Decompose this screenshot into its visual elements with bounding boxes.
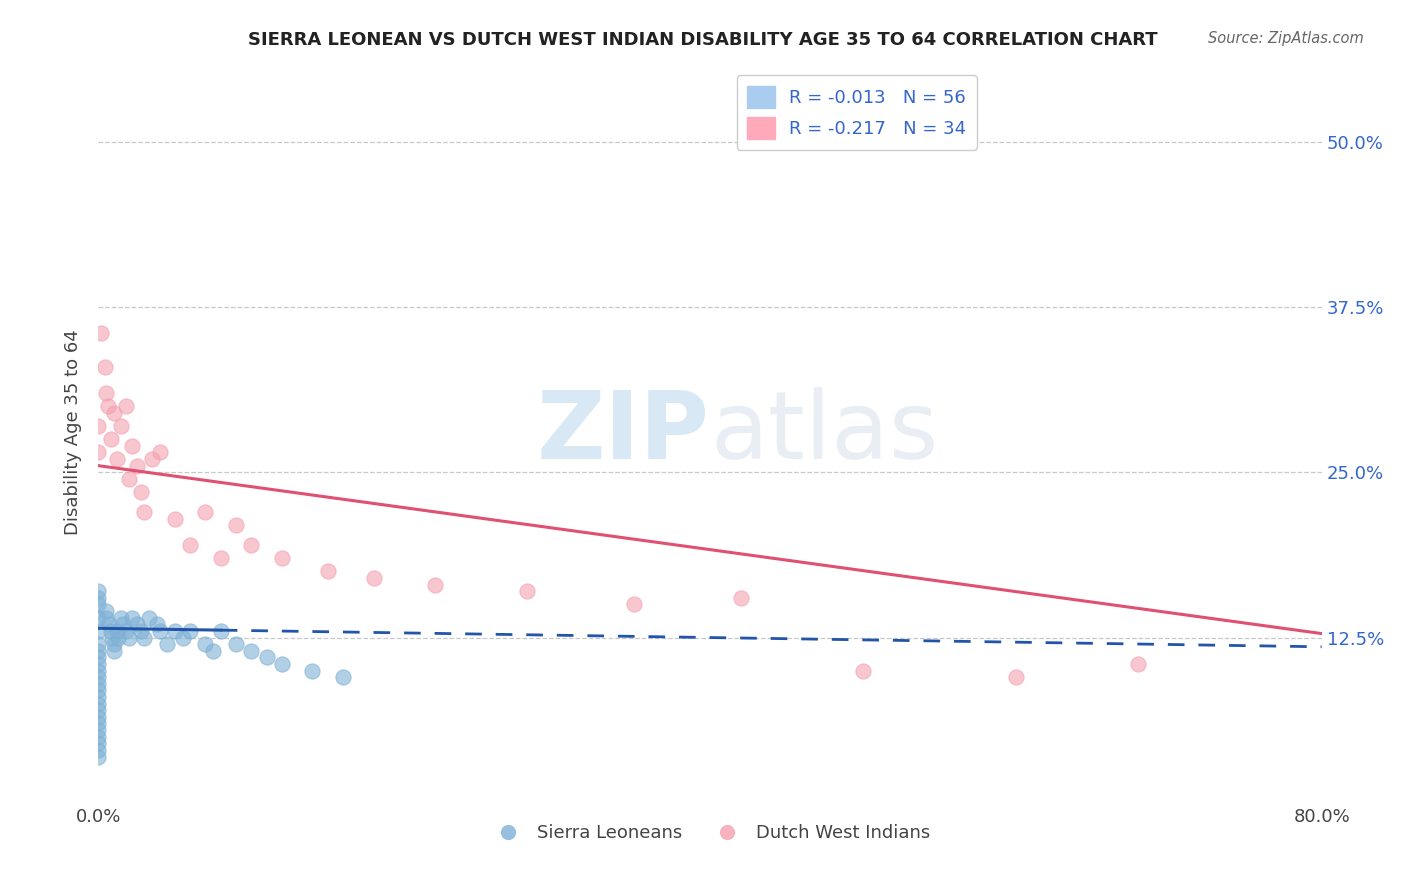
- Point: [179, 538, 201, 552]
- Point: [145, 617, 167, 632]
- Point: [270, 551, 292, 566]
- Point: [363, 571, 385, 585]
- Point: [115, 624, 138, 638]
- Point: [163, 511, 186, 525]
- Point: [90, 326, 112, 341]
- Point: [87, 716, 110, 731]
- Point: [225, 518, 247, 533]
- Point: [852, 664, 875, 678]
- Point: [87, 670, 110, 684]
- Point: [209, 624, 232, 638]
- Point: [163, 624, 186, 638]
- Point: [110, 610, 132, 624]
- Point: [87, 610, 110, 624]
- Point: [94, 386, 117, 401]
- Text: ZIP: ZIP: [537, 386, 710, 479]
- Point: [1128, 657, 1150, 671]
- Point: [94, 604, 117, 618]
- Point: [87, 710, 110, 724]
- Point: [94, 610, 117, 624]
- Point: [107, 631, 129, 645]
- Point: [87, 664, 110, 678]
- Point: [332, 670, 354, 684]
- Point: [105, 624, 128, 638]
- Point: [111, 617, 134, 632]
- Point: [87, 749, 110, 764]
- Point: [87, 690, 110, 704]
- Point: [149, 624, 172, 638]
- Point: [115, 399, 138, 413]
- Point: [1004, 670, 1026, 684]
- Point: [316, 565, 339, 579]
- Point: [110, 419, 132, 434]
- Point: [87, 598, 110, 612]
- Point: [118, 472, 141, 486]
- Point: [129, 485, 152, 500]
- Point: [121, 439, 143, 453]
- Point: [100, 432, 122, 446]
- Point: [103, 644, 125, 658]
- Point: [129, 624, 152, 638]
- Point: [202, 644, 225, 658]
- Point: [101, 631, 124, 645]
- Point: [87, 736, 110, 750]
- Point: [179, 624, 201, 638]
- Point: [121, 610, 143, 624]
- Point: [423, 577, 446, 591]
- Text: Source: ZipAtlas.com: Source: ZipAtlas.com: [1208, 31, 1364, 46]
- Point: [118, 631, 141, 645]
- Point: [87, 445, 110, 459]
- Point: [103, 637, 125, 651]
- Point: [87, 657, 110, 671]
- Point: [87, 584, 110, 599]
- Point: [134, 505, 156, 519]
- Point: [623, 598, 645, 612]
- Point: [87, 730, 110, 744]
- Point: [100, 624, 122, 638]
- Point: [134, 631, 156, 645]
- Point: [141, 452, 163, 467]
- Point: [194, 505, 217, 519]
- Text: atlas: atlas: [710, 386, 938, 479]
- Point: [240, 538, 263, 552]
- Point: [87, 644, 110, 658]
- Y-axis label: Disability Age 35 to 64: Disability Age 35 to 64: [65, 330, 83, 535]
- Point: [156, 637, 179, 651]
- Point: [149, 445, 172, 459]
- Point: [87, 703, 110, 717]
- Point: [87, 624, 110, 638]
- Point: [87, 743, 110, 757]
- Point: [105, 452, 128, 467]
- Point: [209, 551, 232, 566]
- Point: [172, 631, 194, 645]
- Point: [93, 359, 115, 374]
- Point: [516, 584, 538, 599]
- Text: SIERRA LEONEAN VS DUTCH WEST INDIAN DISABILITY AGE 35 TO 64 CORRELATION CHART: SIERRA LEONEAN VS DUTCH WEST INDIAN DISA…: [249, 31, 1157, 49]
- Point: [240, 644, 263, 658]
- Point: [87, 650, 110, 665]
- Point: [270, 657, 292, 671]
- Point: [125, 617, 148, 632]
- Point: [125, 458, 148, 473]
- Point: [301, 664, 323, 678]
- Point: [87, 723, 110, 737]
- Point: [87, 697, 110, 711]
- Point: [87, 677, 110, 691]
- Point: [87, 419, 110, 434]
- Point: [256, 650, 278, 665]
- Point: [87, 683, 110, 698]
- Point: [98, 617, 121, 632]
- Point: [225, 637, 247, 651]
- Point: [730, 591, 752, 605]
- Point: [138, 610, 160, 624]
- Point: [87, 637, 110, 651]
- Point: [97, 399, 120, 413]
- Point: [87, 591, 110, 605]
- Point: [194, 637, 217, 651]
- Point: [103, 406, 125, 420]
- Legend: Sierra Leoneans, Dutch West Indians: Sierra Leoneans, Dutch West Indians: [482, 817, 938, 849]
